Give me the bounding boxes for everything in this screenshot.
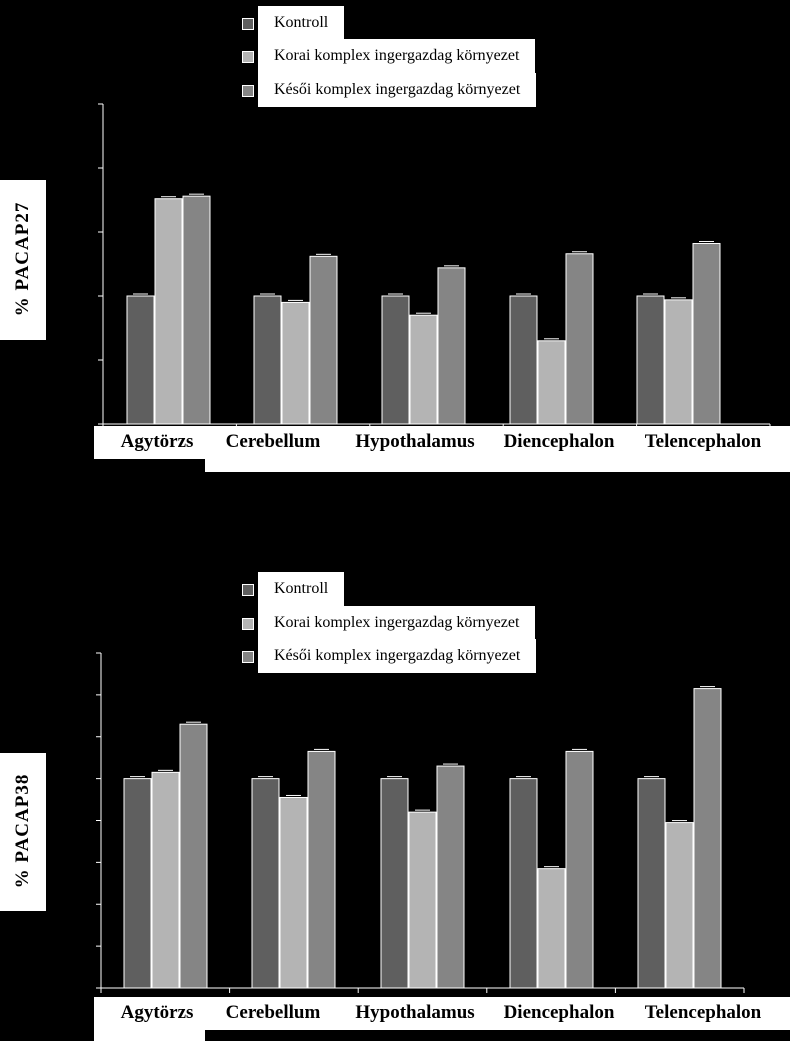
bar-agytorzs-kesoi-komplex-ingergazdag-kornyezet [179,723,208,989]
x-tick-label-agytorzs: Agytörzs [121,431,194,452]
bar-diencephalon-korai-komplex-ingergazdag-kornyezet [537,340,566,425]
x-tick-label-diencephalon: Diencephalon [504,431,615,452]
legend-swatch-kontroll [242,18,254,30]
bar-telencephalon-korai-komplex-ingergazdag-kornyezet [665,822,694,989]
bar-hypothalamus-kesoi-komplex-ingergazdag-kornyezet [436,765,465,989]
x-label-strip-lower [94,1029,205,1041]
y-axis-label-box: % PACAP38 [0,753,46,911]
legend-label-kesoi: Késői komplex ingergazdag környezet [258,73,537,107]
bar-telencephalon-kontroll [637,778,666,989]
chart-pacap38: Kontroll Korai komplex ingergazdag körny… [0,560,790,1041]
legend-swatch-kesoi [242,85,254,97]
bar-telencephalon-korai-komplex-ingergazdag-kornyezet [664,299,693,425]
bar-agytorzs-korai-komplex-ingergazdag-kornyezet [151,771,180,989]
bar-cerebellum-kesoi-komplex-ingergazdag-kornyezet [307,750,336,989]
x-tick-label-cerebellum: Cerebellum [226,431,321,452]
x-tick-label-hypothalamus: Hypothalamus [355,1002,474,1023]
x-tick-label-hypothalamus: Hypothalamus [355,431,474,452]
y-axis-label-box: % PACAP27 [0,180,46,340]
bar-hypothalamus-korai-komplex-ingergazdag-kornyezet [408,811,437,989]
bar-diencephalon-kesoi-komplex-ingergazdag-kornyezet [565,253,594,425]
bar-telencephalon-kontroll [636,295,665,425]
x-tick-label-telencephalon: Telencephalon [645,431,762,452]
bar-cerebellum-kontroll [251,778,280,989]
x-tick-label-agytorzs: Agytörzs [121,1002,194,1023]
bar-agytorzs-korai-komplex-ingergazdag-kornyezet [154,198,183,425]
legend-swatch-korai [242,51,254,63]
chart-pacap27: Kontroll Korai komplex ingergazdag körny… [0,0,790,480]
bar-agytorzs-kontroll [126,295,155,425]
bar-telencephalon-kesoi-komplex-ingergazdag-kornyezet [692,243,721,425]
legend-swatch-kontroll [242,584,254,596]
bar-hypothalamus-kontroll [380,778,409,989]
x-label-strip-lower [205,458,790,472]
bar-cerebellum-korai-komplex-ingergazdag-kornyezet [279,796,308,989]
bar-diencephalon-korai-komplex-ingergazdag-kornyezet [537,868,566,989]
bar-agytorzs-kesoi-komplex-ingergazdag-kornyezet [182,195,211,425]
bar-cerebellum-kontroll [253,295,282,425]
bar-cerebellum-korai-komplex-ingergazdag-kornyezet [281,301,310,425]
bar-telencephalon-kesoi-komplex-ingergazdag-kornyezet [693,688,722,989]
legend-label-kontroll: Kontroll [258,572,345,606]
bar-diencephalon-kontroll [509,295,538,425]
x-tick-label-telencephalon: Telencephalon [645,1002,762,1023]
legend-label-kesoi: Késői komplex ingergazdag környezet [258,639,537,673]
bar-diencephalon-kesoi-komplex-ingergazdag-kornyezet [565,750,594,989]
bar-hypothalamus-kontroll [381,295,410,425]
bar-diencephalon-kontroll [509,778,538,989]
bar-agytorzs-kontroll [123,778,152,989]
x-label-strip [94,997,790,1030]
x-label-strip [94,426,790,459]
bar-hypothalamus-korai-komplex-ingergazdag-kornyezet [409,314,438,425]
x-tick-label-diencephalon: Diencephalon [504,1002,615,1023]
x-tick-label-cerebellum: Cerebellum [226,1002,321,1023]
bar-hypothalamus-kesoi-komplex-ingergazdag-kornyezet [437,267,466,425]
legend-label-korai: Korai komplex ingergazdag környezet [258,606,536,640]
legend-label-korai: Korai komplex ingergazdag környezet [258,39,536,73]
legend-swatch-korai [242,618,254,630]
legend-label-kontroll: Kontroll [258,6,345,40]
bar-cerebellum-kesoi-komplex-ingergazdag-kornyezet [309,255,338,425]
chart-svg: Agytörzs Cerebellum Hypothalamus Diencephal… [98,103,771,452]
legend-swatch-kesoi [242,651,254,663]
chart-svg: Agytörzs Cerebellum Hypothalamus Diencephal… [96,652,762,1023]
